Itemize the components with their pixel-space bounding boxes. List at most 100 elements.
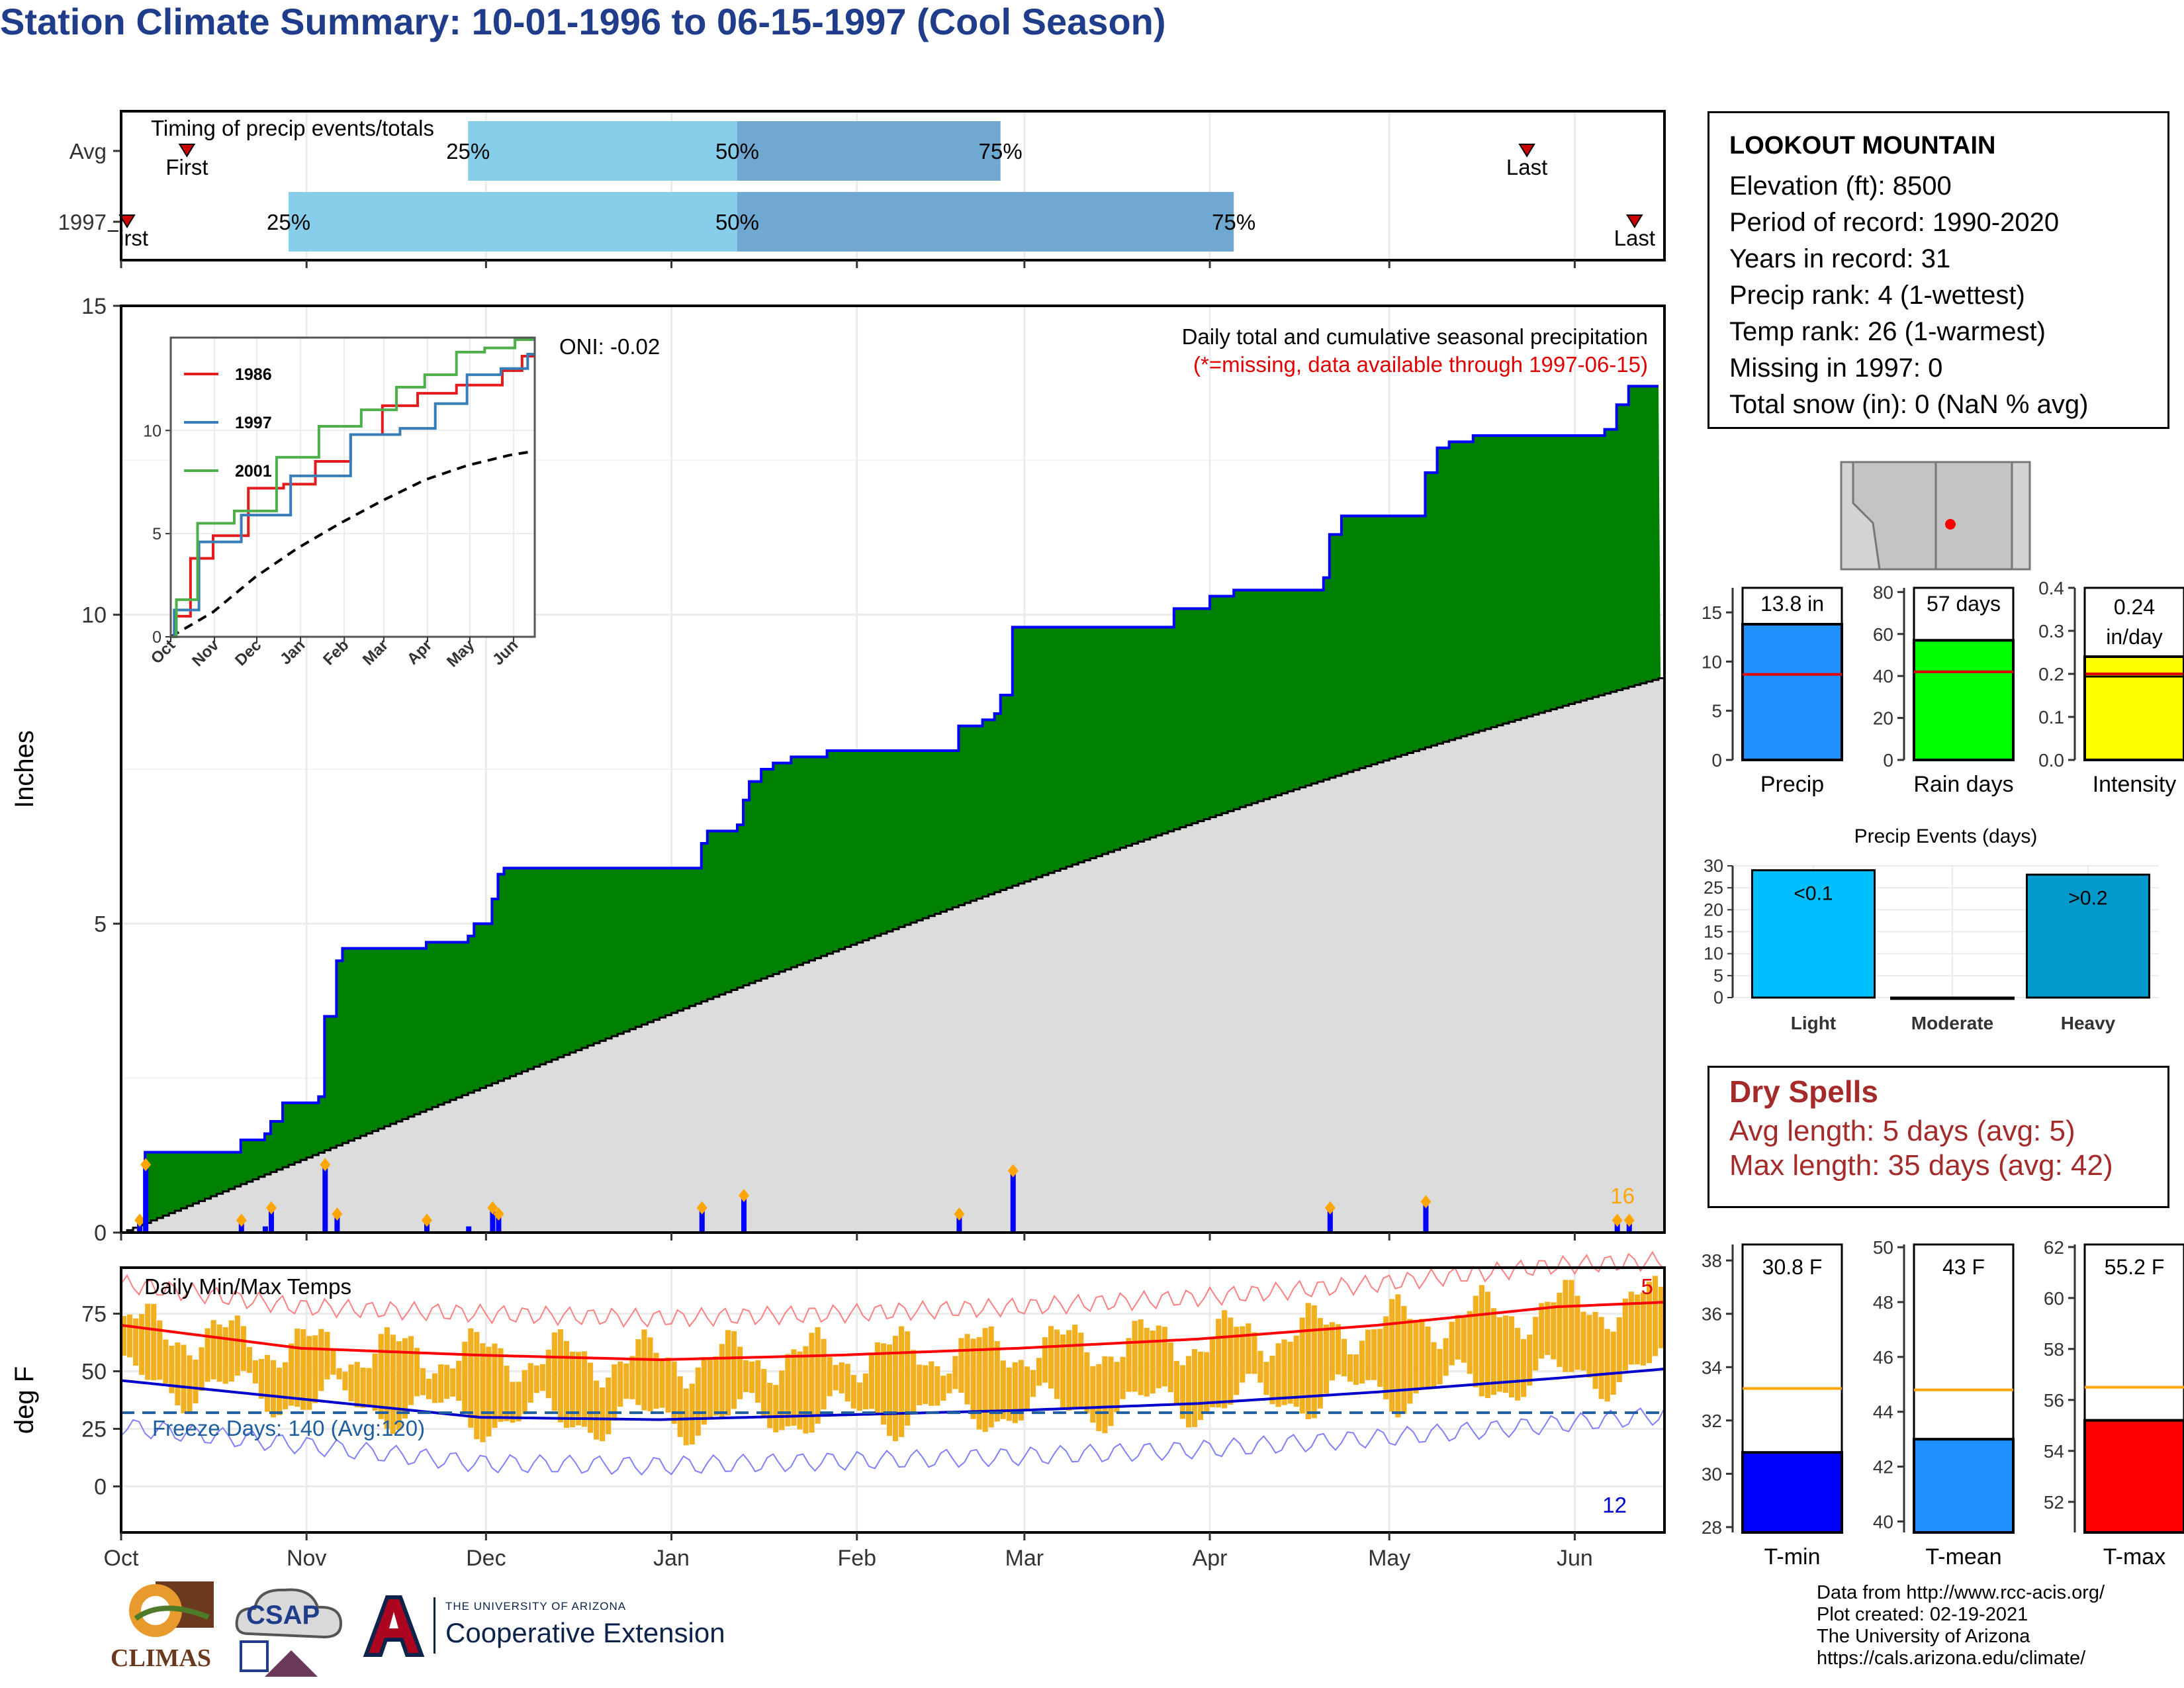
temps-daily-bar: [1407, 1319, 1413, 1404]
temps-daily-bar: [516, 1382, 522, 1422]
temps-ytick-label: 50: [81, 1360, 107, 1385]
tbar-category-label: T-mean: [1925, 1544, 2001, 1570]
temps-daily-bar: [785, 1354, 791, 1427]
temps-record-low-line: [120, 1407, 1665, 1476]
temps-daily-bar: [510, 1382, 516, 1423]
temps-daily-bar: [1090, 1366, 1096, 1423]
events-bar: [1751, 869, 1876, 999]
temps-daily-bar: [1598, 1317, 1604, 1399]
temps-daily-bar: [163, 1339, 169, 1384]
temps-frame: [120, 1266, 1666, 1534]
precip-ytick-label: 5: [94, 912, 107, 937]
temps-daily-bar: [1078, 1333, 1084, 1409]
temps-daily-bar: [133, 1318, 139, 1366]
temps-daily-bar: [1120, 1356, 1126, 1399]
summary-ytick-label: 0.3: [2038, 621, 2064, 641]
temps-daily-bar: [905, 1331, 911, 1426]
temps-daily-bar: [1371, 1329, 1377, 1380]
summary-value-label: 0.24: [2114, 595, 2155, 619]
precip-daily-bar: [143, 1164, 149, 1233]
timing-box-upper: [737, 121, 1001, 181]
temps-daily-bar: [1563, 1280, 1569, 1372]
temps-daily-bar: [958, 1338, 964, 1393]
precip-daily-marker: [265, 1201, 277, 1215]
temps-daily-bar: [1580, 1311, 1586, 1371]
summary-category-label: Rain days: [1913, 772, 2013, 797]
temps-daily-bar: [880, 1343, 887, 1425]
temps-daily-bar: [1604, 1329, 1610, 1402]
temps-daily-bar: [1353, 1354, 1359, 1385]
temps-daily-bar: [827, 1357, 833, 1397]
precip-daily-marker: [1623, 1213, 1635, 1227]
temps-daily-bar: [1335, 1324, 1342, 1375]
inset-series-line: [171, 338, 535, 638]
tbar-ytick-label: 54: [2044, 1441, 2064, 1462]
station-info-box: LOOKOUT MOUNTAIN Elevation (ft): 8500 Pe…: [1707, 111, 2169, 429]
temps-daily-bar: [1150, 1330, 1156, 1394]
temps-daily-bar: [372, 1353, 378, 1411]
temps-ytick-label: 25: [81, 1417, 107, 1442]
ua-block-a-icon: [363, 1595, 425, 1657]
temps-daily-bar: [952, 1356, 958, 1389]
temps-daily-bar: [1610, 1331, 1616, 1395]
temps-daily-bar: [468, 1328, 474, 1428]
precip-daily-bar: [1327, 1207, 1333, 1233]
temps-xtick-label: Mar: [1005, 1546, 1044, 1571]
temps-daily-bar: [594, 1380, 600, 1440]
temps-daily-bar: [1167, 1342, 1173, 1393]
precip-daily-marker: [1420, 1195, 1432, 1209]
timing-box-upper: [737, 192, 1234, 252]
precip-ylabel: Inches: [10, 730, 39, 808]
temps-daily-bar: [318, 1329, 324, 1391]
events-bar-label: <0.1: [1794, 883, 1833, 905]
tbar-ytick-label: 42: [1873, 1457, 1893, 1477]
temps-daily-bar: [1228, 1317, 1234, 1405]
temps-title: Daily Min/Max Temps: [144, 1274, 351, 1299]
temps-daily-bar: [1401, 1305, 1407, 1414]
temps-daily-bar: [1455, 1315, 1461, 1360]
temps-daily-bar: [671, 1361, 677, 1424]
temps-daily-bar: [755, 1360, 761, 1403]
temps-daily-bar: [612, 1364, 617, 1421]
summary-ytick-label: 0.4: [2038, 578, 2064, 598]
temps-daily-bar: [295, 1329, 300, 1407]
temps-daily-bar: [1144, 1327, 1150, 1397]
temps-daily-bar: [289, 1343, 295, 1406]
timing-title: Timing of precip events/totals: [151, 116, 434, 140]
temps-xtick-label: Nov: [287, 1546, 326, 1571]
temps-daily-bar: [659, 1359, 665, 1408]
precip-daily-marker: [134, 1213, 146, 1227]
temps-daily-bar: [1443, 1338, 1449, 1376]
temps-daily-bar: [444, 1364, 450, 1399]
temps-daily-bar: [1652, 1276, 1659, 1356]
temps-daily-bar: [283, 1362, 289, 1409]
temps-daily-bar: [527, 1363, 533, 1403]
temps-daily-bar: [181, 1344, 187, 1414]
temps-daily-bar: [1479, 1285, 1484, 1397]
temps-daily-bar: [533, 1365, 539, 1393]
tbar-ytick-label: 56: [2044, 1390, 2064, 1411]
temps-daily-bar: [1281, 1339, 1287, 1405]
temps-daily-bar: [868, 1354, 874, 1409]
temperature-chart: 0 25 50 75 Freeze Days: 140 (Avg:120) Daily M…: [10, 1250, 1666, 1571]
tbar-value-label: 43 F: [1942, 1255, 1985, 1279]
temps-daily-bar: [1419, 1319, 1425, 1388]
precip-daily-bar: [741, 1196, 747, 1233]
precip-daily-marker: [1612, 1213, 1623, 1227]
precip-daily-marker: [140, 1158, 152, 1172]
precip-normal-area: [121, 677, 1666, 1234]
temps-daily-bar: [474, 1332, 480, 1440]
temps-daily-bar: [557, 1329, 563, 1423]
temps-daily-bar: [252, 1360, 258, 1383]
events-ytick-label: 20: [1704, 900, 1723, 919]
temps-daily-bar: [1234, 1327, 1240, 1395]
temps-daily-bar: [844, 1364, 850, 1402]
inset-legend-label: 1997: [235, 414, 272, 432]
tbar-ytick-label: 58: [2044, 1339, 2064, 1360]
temps-daily-bar: [1359, 1340, 1365, 1384]
temps-daily-bar: [1246, 1323, 1251, 1374]
ua-big-text: Cooperative Extension: [445, 1617, 725, 1648]
precip-daily-marker: [696, 1201, 707, 1215]
events-category-label: Heavy: [2061, 1013, 2116, 1033]
